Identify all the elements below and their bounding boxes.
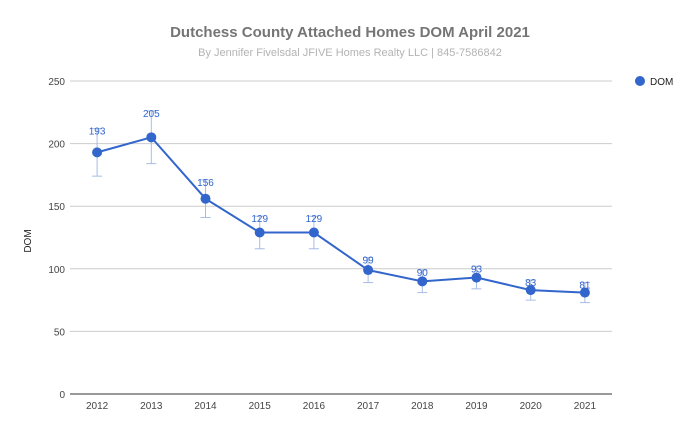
data-label: 156 — [197, 178, 214, 189]
data-label: 129 — [306, 214, 323, 225]
gridlines — [70, 80, 612, 395]
x-tick-label: 2012 — [86, 401, 109, 412]
x-tick-label: 2018 — [411, 401, 434, 412]
x-tick-label: 2013 — [140, 401, 163, 412]
x-axis-ticks: 2012 2013 2014 2015 2016 2017 2018 2019 2020 2021 — [86, 401, 596, 412]
y-axis-title: DOM — [23, 229, 34, 252]
data-label: 193 — [89, 127, 106, 138]
data-point — [92, 147, 103, 158]
error-bars — [92, 110, 590, 304]
x-tick-label: 2015 — [249, 401, 272, 412]
x-tick-label: 2019 — [465, 401, 488, 412]
data-point — [363, 265, 374, 276]
data-point — [525, 285, 536, 296]
y-tick-label: 200 — [48, 140, 65, 151]
data-label: 129 — [251, 214, 268, 225]
data-label: 205 — [143, 109, 160, 120]
data-point — [200, 193, 211, 204]
series-lines — [96, 136, 585, 294]
y-tick-label: 100 — [48, 265, 65, 276]
x-tick-label: 2021 — [574, 401, 597, 412]
y-tick-label: 150 — [48, 202, 65, 213]
data-point — [471, 272, 482, 283]
data-point — [254, 227, 265, 238]
data-label: 90 — [417, 268, 429, 279]
data-point — [308, 227, 319, 238]
y-tick-label: 50 — [54, 327, 66, 338]
data-label: 93 — [471, 264, 483, 275]
legend-label: DOM — [650, 77, 673, 88]
data-label: 99 — [363, 256, 375, 267]
legend: DOM — [635, 76, 673, 88]
data-label: 83 — [525, 278, 537, 289]
x-tick-label: 2017 — [357, 401, 380, 412]
data-label: 81 — [579, 281, 591, 292]
data-labels: 193 205 156 129 129 99 90 93 83 81 — [89, 109, 591, 292]
data-point — [146, 132, 157, 143]
y-tick-label: 0 — [59, 390, 65, 401]
chart-title: Dutchess County Attached Homes DOM April… — [170, 24, 530, 41]
data-points — [92, 132, 590, 298]
x-tick-label: 2016 — [303, 401, 326, 412]
legend-marker — [635, 76, 645, 86]
y-tick-label: 250 — [48, 77, 65, 88]
data-point — [579, 287, 590, 298]
series-line — [96, 136, 585, 294]
data-point — [417, 276, 428, 287]
x-tick-label: 2020 — [520, 401, 543, 412]
chart-subtitle: By Jennifer Fivelsdal JFIVE Homes Realty… — [198, 47, 502, 59]
x-tick-label: 2014 — [194, 401, 217, 412]
y-axis-ticks: 0 50 100 150 200 250 — [48, 77, 65, 401]
